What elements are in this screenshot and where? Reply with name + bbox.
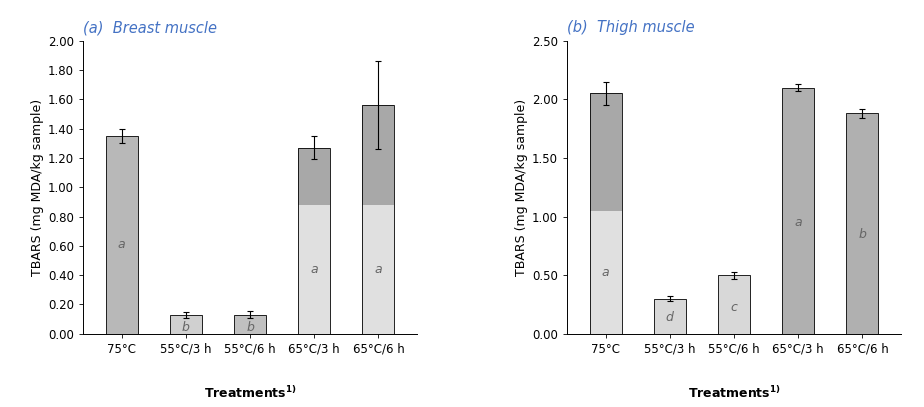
Text: $\bf{Treatments}^{\bf{1)}}$: $\bf{Treatments}^{\bf{1)}}$: [203, 385, 297, 401]
Text: b: b: [858, 228, 867, 241]
Bar: [654, 299, 686, 334]
Bar: [298, 205, 330, 334]
Bar: [590, 94, 622, 211]
Text: b: b: [246, 321, 254, 334]
Bar: [105, 136, 138, 334]
Bar: [718, 275, 750, 334]
Bar: [298, 148, 330, 334]
Text: $\bf{Treatments}^{\bf{1)}}$: $\bf{Treatments}^{\bf{1)}}$: [687, 385, 781, 401]
Bar: [362, 105, 395, 334]
Text: (a)  Breast muscle: (a) Breast muscle: [83, 20, 217, 35]
Bar: [362, 105, 395, 205]
Bar: [362, 205, 395, 334]
Bar: [170, 315, 202, 334]
Text: a: a: [795, 217, 802, 230]
Y-axis label: TBARS (mg MDA/kg sample): TBARS (mg MDA/kg sample): [515, 98, 528, 276]
Y-axis label: TBARS (mg MDA/kg sample): TBARS (mg MDA/kg sample): [30, 98, 43, 276]
Text: a: a: [602, 266, 610, 279]
Text: a: a: [310, 263, 318, 276]
Bar: [782, 88, 814, 334]
Bar: [846, 114, 879, 334]
Bar: [590, 94, 622, 334]
Text: a: a: [118, 238, 126, 251]
Bar: [298, 148, 330, 205]
Text: (b)  Thigh muscle: (b) Thigh muscle: [567, 20, 695, 35]
Text: b: b: [182, 321, 189, 334]
Text: c: c: [731, 301, 737, 314]
Text: a: a: [374, 263, 383, 276]
Bar: [590, 211, 622, 334]
Text: d: d: [666, 311, 674, 324]
Bar: [234, 315, 266, 334]
